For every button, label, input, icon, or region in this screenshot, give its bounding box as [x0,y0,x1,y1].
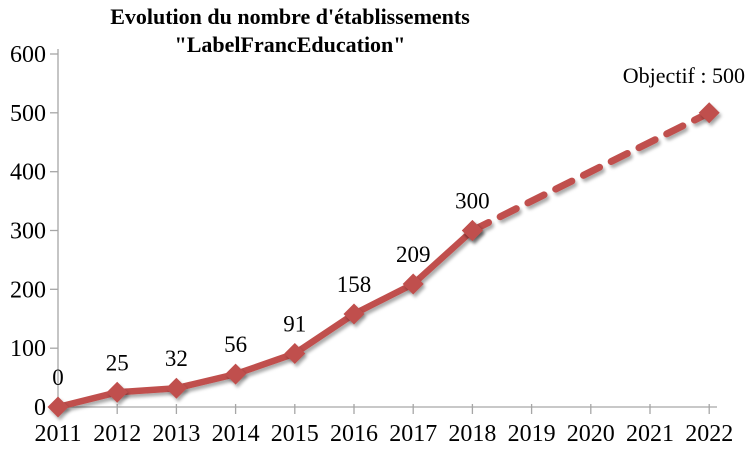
objectif-annotation: Objectif : 500 [622,63,745,88]
y-tick-label: 300 [10,219,46,245]
data-point-marker [47,396,69,418]
y-tick-label: 500 [10,101,46,127]
y-tick-label: 200 [10,277,46,303]
chart-title: Evolution du nombre d'établissements "La… [60,3,520,59]
x-tick-label: 2021 [626,421,674,447]
x-tick-label: 2022 [685,421,733,447]
x-tick-label: 2013 [152,421,200,447]
data-label: 300 [455,189,490,214]
x-tick-label: 2019 [508,421,556,447]
y-tick-label: 400 [10,160,46,186]
data-point-marker [165,377,187,399]
x-tick-label: 2012 [93,421,141,447]
x-tick-label: 2016 [330,421,378,447]
chart-title-line2: "LabelFrancEducation" [174,32,406,57]
data-label: 25 [106,350,129,375]
axes [50,49,717,414]
x-tick-label: 2011 [34,421,81,447]
series-line-projection-objectif [468,109,713,234]
data-label: 91 [283,312,306,337]
x-tick-label: 2014 [212,421,260,447]
x-tick-label: 2017 [389,421,437,447]
y-tick-label: 0 [34,395,46,421]
data-label: 56 [224,332,247,357]
y-tick-label: 100 [10,336,46,362]
y-axis-labels: 0 100 200 300 400 500 600 [10,42,46,421]
data-point-marker [461,220,483,241]
data-point-marker [402,273,424,295]
data-point-marker [225,363,247,385]
series-line-etablissements-actuels [54,227,476,411]
series-markers-etablissements-actuels [47,220,483,418]
x-tick-label: 2018 [448,421,496,447]
data-label: 158 [337,272,372,297]
data-label: 209 [396,242,431,267]
series-data-labels: 0 25 32 56 91 158 209 300 [52,189,489,391]
data-point-marker [106,381,128,403]
chart-title-line1: Evolution du nombre d'établissements [110,4,470,29]
axis-lines [57,49,717,408]
x-axis-labels: 2011 2012 2013 2014 2015 2016 2017 2018 2019 2020… [34,421,733,447]
series-markers-projection-objectif [461,102,720,241]
data-point-marker [698,102,720,124]
x-tick-label: 2020 [567,421,615,447]
data-label: 32 [165,346,188,371]
data-point-marker [343,303,365,325]
y-tick-label: 600 [10,42,46,68]
x-tick-label: 2015 [271,421,319,447]
data-point-marker [284,343,306,364]
data-label: 0 [52,365,64,390]
